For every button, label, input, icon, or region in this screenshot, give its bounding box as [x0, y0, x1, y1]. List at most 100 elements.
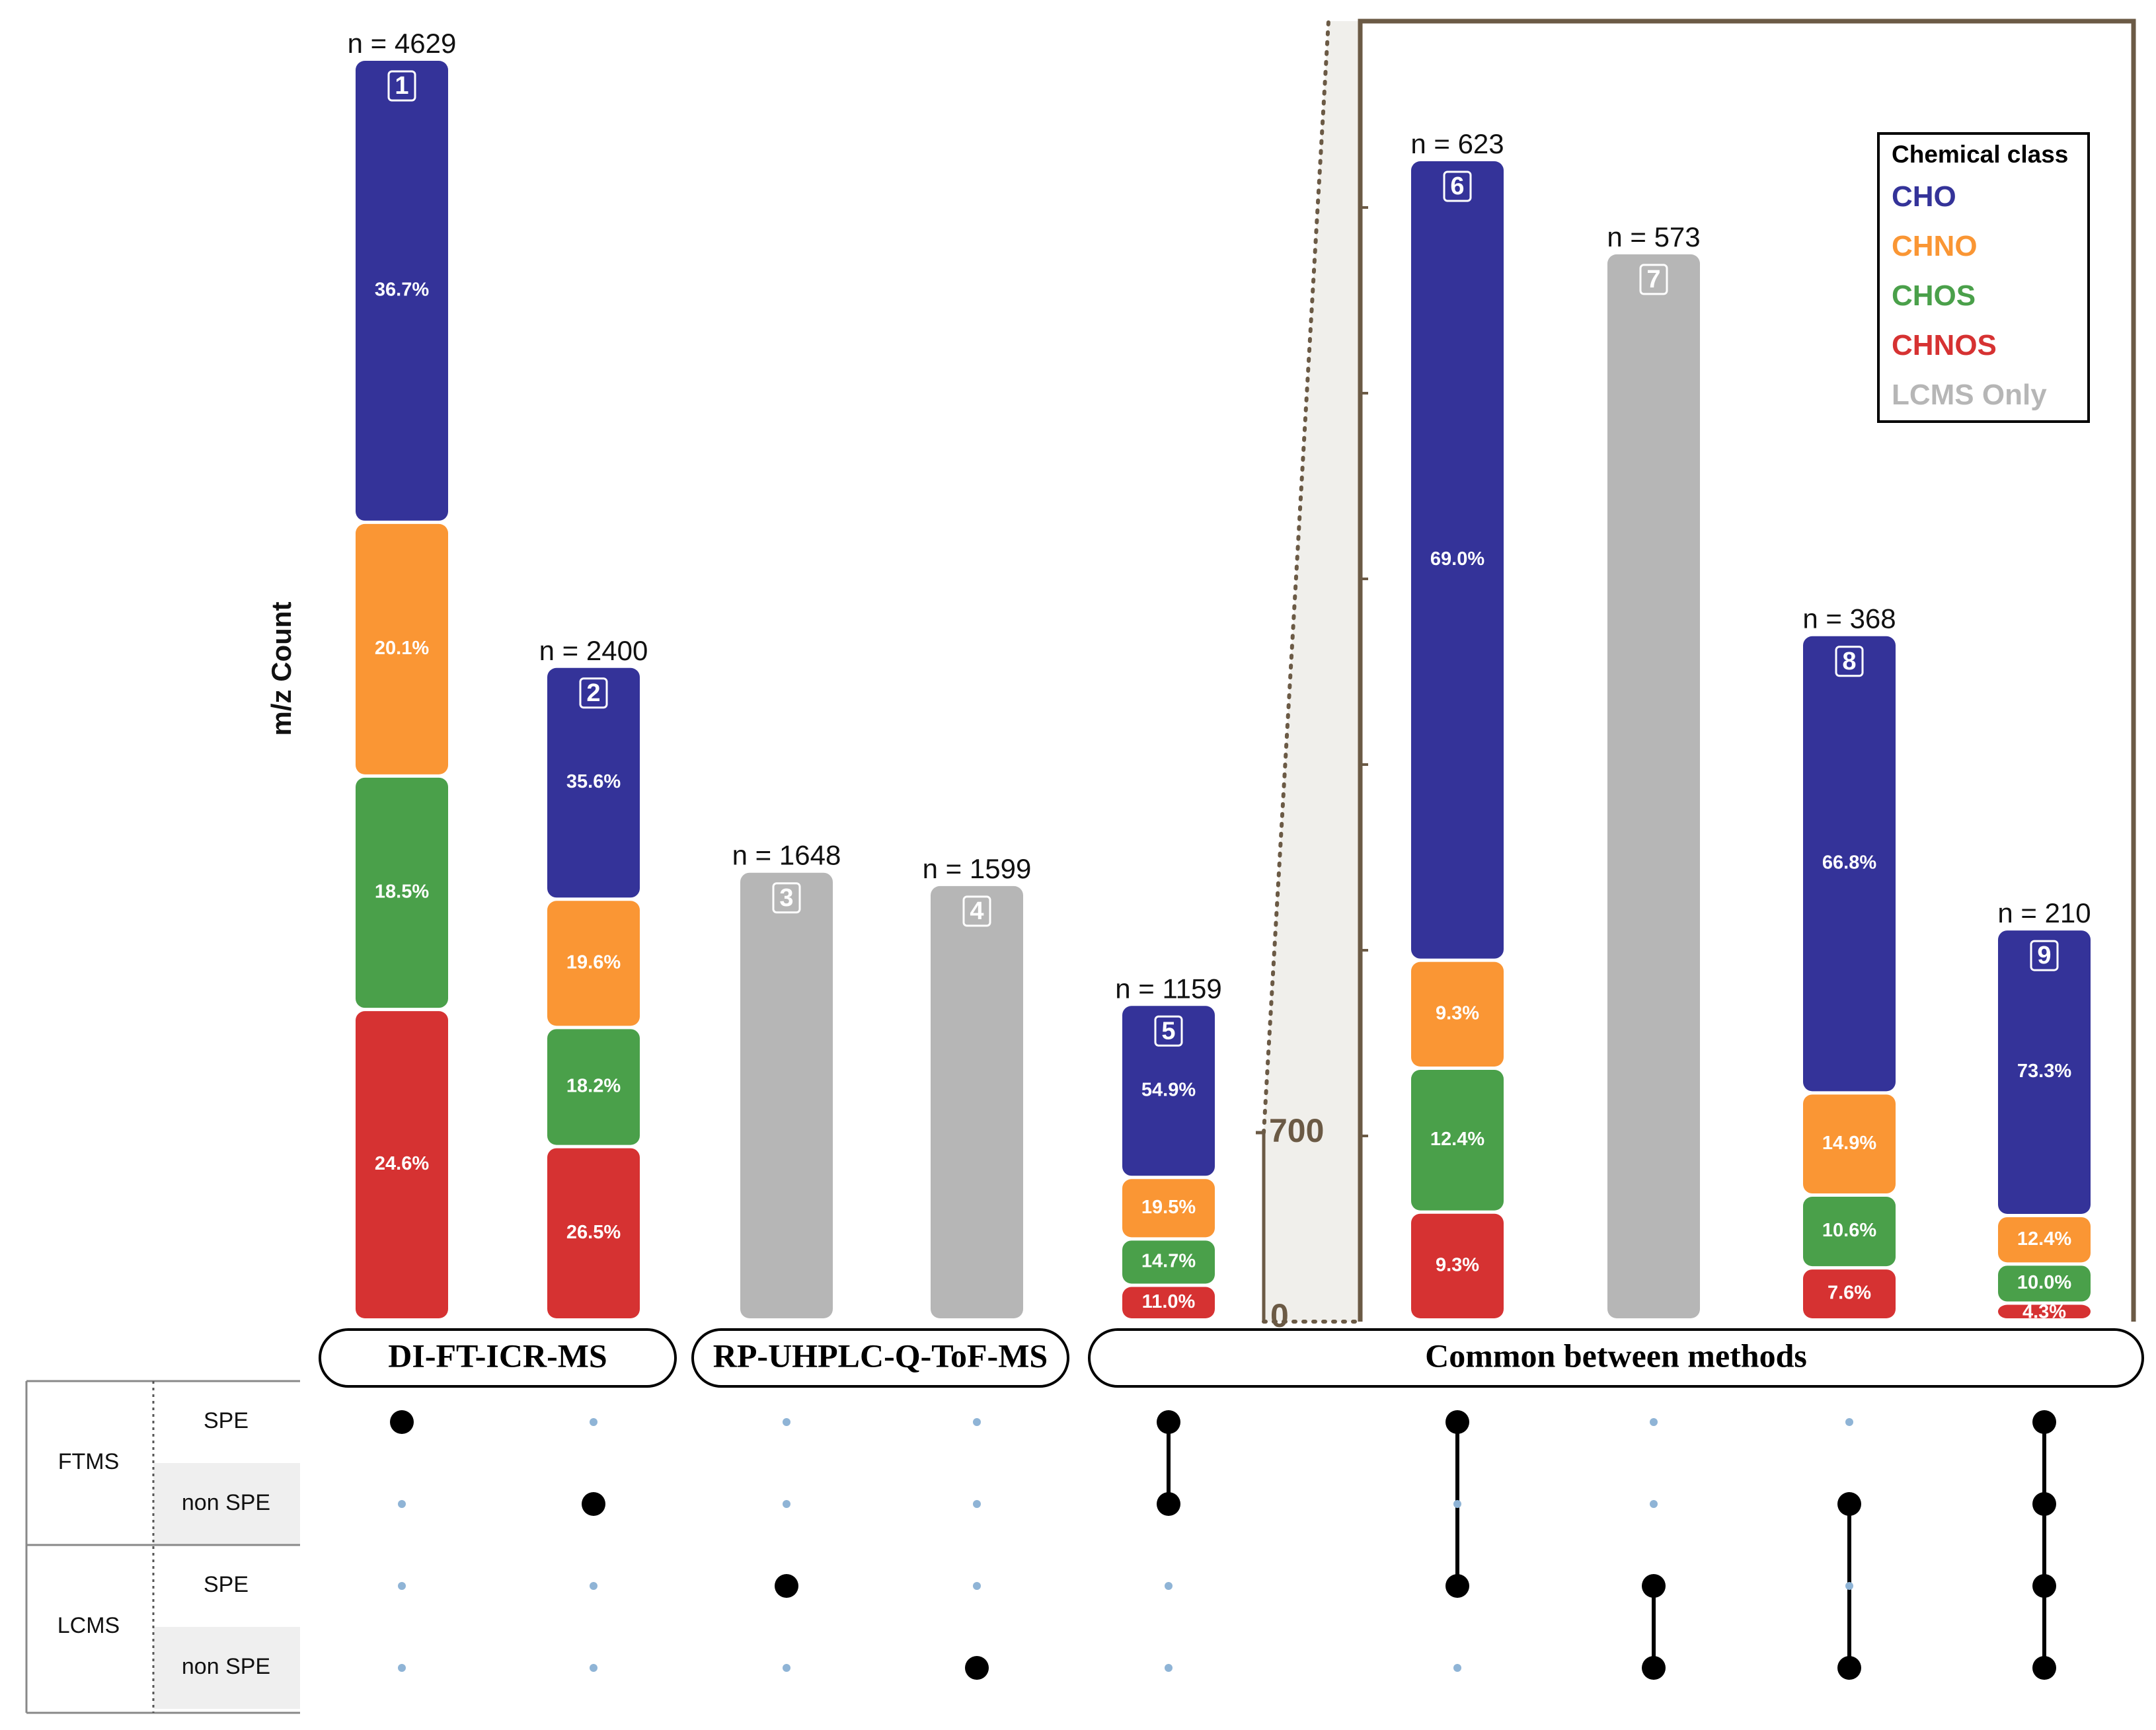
matrix-dot-active: [1445, 1410, 1469, 1434]
matrix-dot-active: [1445, 1574, 1469, 1598]
segment-label: 10.0%: [2017, 1272, 2071, 1293]
matrix-dot-inactive: [398, 1582, 406, 1590]
group-label: DI-FT-ICR-MS: [319, 1328, 677, 1388]
matrix-dot-active: [965, 1656, 989, 1680]
bar-4: 4 n = 1599: [923, 853, 1031, 1318]
bar-segment-cho: [356, 61, 448, 521]
matrix-dot-inactive: [1650, 1500, 1658, 1508]
inset-panel: 700 0: [1256, 19, 2136, 1334]
matrix-row-label: SPE: [204, 1572, 249, 1597]
bar-id-box: [387, 70, 416, 102]
segment-label: 18.5%: [375, 882, 429, 903]
matrix-dot-inactive: [783, 1664, 790, 1672]
matrix-dot-inactive: [1453, 1664, 1461, 1672]
bar-count-label: n = 573: [1607, 221, 1700, 252]
matrix-column: [1157, 1410, 1180, 1672]
group-label-pill: [691, 1328, 1069, 1388]
bar-id: 6: [1450, 172, 1464, 200]
matrix-group-label: FTMS: [58, 1449, 120, 1474]
bar-6: 69.0% 9.3% 12.4% 9.3% 6 n = 623: [1410, 128, 1504, 1318]
row-shade: [153, 1463, 300, 1545]
matrix-column: [965, 1418, 989, 1680]
bar-id-box: [1154, 1015, 1183, 1047]
matrix-row-label: SPE: [204, 1408, 249, 1433]
inset-shade: [1264, 21, 1360, 1322]
group-label-text: Common between methods: [1425, 1337, 1807, 1374]
legend-item: CHO: [1892, 180, 1956, 213]
matrix-dot-active: [775, 1574, 798, 1598]
legend-item: CHOS: [1892, 280, 1976, 312]
matrix-dot-inactive: [1845, 1418, 1853, 1426]
segment-label: 20.1%: [375, 638, 429, 659]
bar-9: 73.3% 12.4% 10.0% 4.3% 9 n = 210: [1997, 897, 2091, 1322]
bar-segment-chno: [1122, 1179, 1215, 1238]
bar-segment-chos: [1411, 1069, 1504, 1211]
bar-segment-chno: [356, 523, 448, 774]
group-label-pill: [1088, 1328, 2144, 1388]
group-label-text: DI-FT-ICR-MS: [388, 1337, 607, 1374]
y-axis-label: m/z Count: [266, 602, 297, 736]
matrix-dot-inactive: [973, 1500, 981, 1508]
segment-label: 73.3%: [2017, 1061, 2071, 1082]
segment-label: 12.4%: [1430, 1129, 1484, 1150]
matrix-column: [390, 1410, 414, 1672]
bar-id: 9: [2037, 942, 2051, 969]
bar-8: 66.8% 14.9% 10.6% 7.6% 8 n = 368: [1802, 603, 1896, 1318]
matrix-dot-active: [2032, 1574, 2056, 1598]
segment-label: 14.9%: [1822, 1133, 1876, 1154]
matrix-column: [1445, 1410, 1469, 1672]
matrix-dot-active: [1157, 1492, 1180, 1516]
matrix-group-label: LCMS: [58, 1613, 120, 1638]
matrix-dot-inactive: [1453, 1500, 1461, 1508]
row-shade: [153, 1627, 300, 1709]
matrix-dot-inactive: [973, 1418, 981, 1426]
matrix-dot-inactive: [590, 1582, 597, 1590]
bar-id-box: [579, 677, 608, 709]
bar-segment-lcms-only: [740, 872, 833, 1318]
legend-item: CHNOS: [1892, 329, 1997, 361]
bar-segment-chnos: [1122, 1287, 1215, 1318]
bar-segment-chnos: [547, 1148, 640, 1318]
group-label: RP-UHPLC-Q-ToF-MS: [691, 1328, 1069, 1388]
segment-label: 24.6%: [375, 1153, 429, 1174]
segment-label: 9.3%: [1436, 1255, 1479, 1276]
matrix-column: [2032, 1410, 2056, 1680]
legend-box: [1877, 132, 2090, 423]
segment-label: 54.9%: [1141, 1079, 1196, 1100]
matrix-dot-active: [2032, 1410, 2056, 1434]
bar-id-box: [1835, 646, 1864, 677]
matrix-dot-active: [1642, 1656, 1666, 1680]
bar-id-box: [1443, 170, 1472, 202]
bar-segment-chos: [1998, 1265, 2091, 1302]
segment-label: 36.7%: [375, 280, 429, 301]
segment-label: 35.6%: [566, 771, 621, 792]
bar-segment-chnos: [356, 1011, 448, 1318]
bar-segment-chno: [1411, 961, 1504, 1067]
matrix-dot-active: [1837, 1492, 1861, 1516]
bar-segment-cho: [1803, 636, 1896, 1092]
matrix-column: [1837, 1418, 1861, 1680]
matrix-dot-active: [1642, 1574, 1666, 1598]
bar-count-label: n = 210: [1997, 897, 2091, 928]
bar-id-box: [962, 895, 991, 927]
matrix-dot-inactive: [398, 1500, 406, 1508]
segment-label: 12.4%: [2017, 1228, 2071, 1250]
bar-id: 7: [1646, 266, 1660, 293]
segment-label: 19.6%: [566, 952, 621, 973]
matrix-column: [582, 1418, 605, 1672]
matrix-dot-active: [1837, 1656, 1861, 1680]
bar-segment-chno: [547, 901, 640, 1026]
bar-segment-chno: [1803, 1094, 1896, 1194]
segment-label: 69.0%: [1430, 548, 1484, 570]
segment-label: 9.3%: [1436, 1002, 1479, 1024]
bar-7: 7 n = 573: [1607, 221, 1701, 1319]
legend: Chemical class CHO CHNO CHOS CHNOS LCMS Only: [1877, 132, 2090, 423]
bar-segment-chos: [1122, 1240, 1215, 1284]
bar-id-box: [1639, 264, 1668, 295]
bar-id: 4: [970, 897, 983, 925]
bar-id: 5: [1161, 1017, 1175, 1045]
segment-label: 11.0%: [1142, 1291, 1196, 1312]
matrix-dot-inactive: [1650, 1418, 1658, 1426]
matrix-dot-active: [1157, 1410, 1180, 1434]
bar-segment-cho: [1122, 1006, 1215, 1176]
